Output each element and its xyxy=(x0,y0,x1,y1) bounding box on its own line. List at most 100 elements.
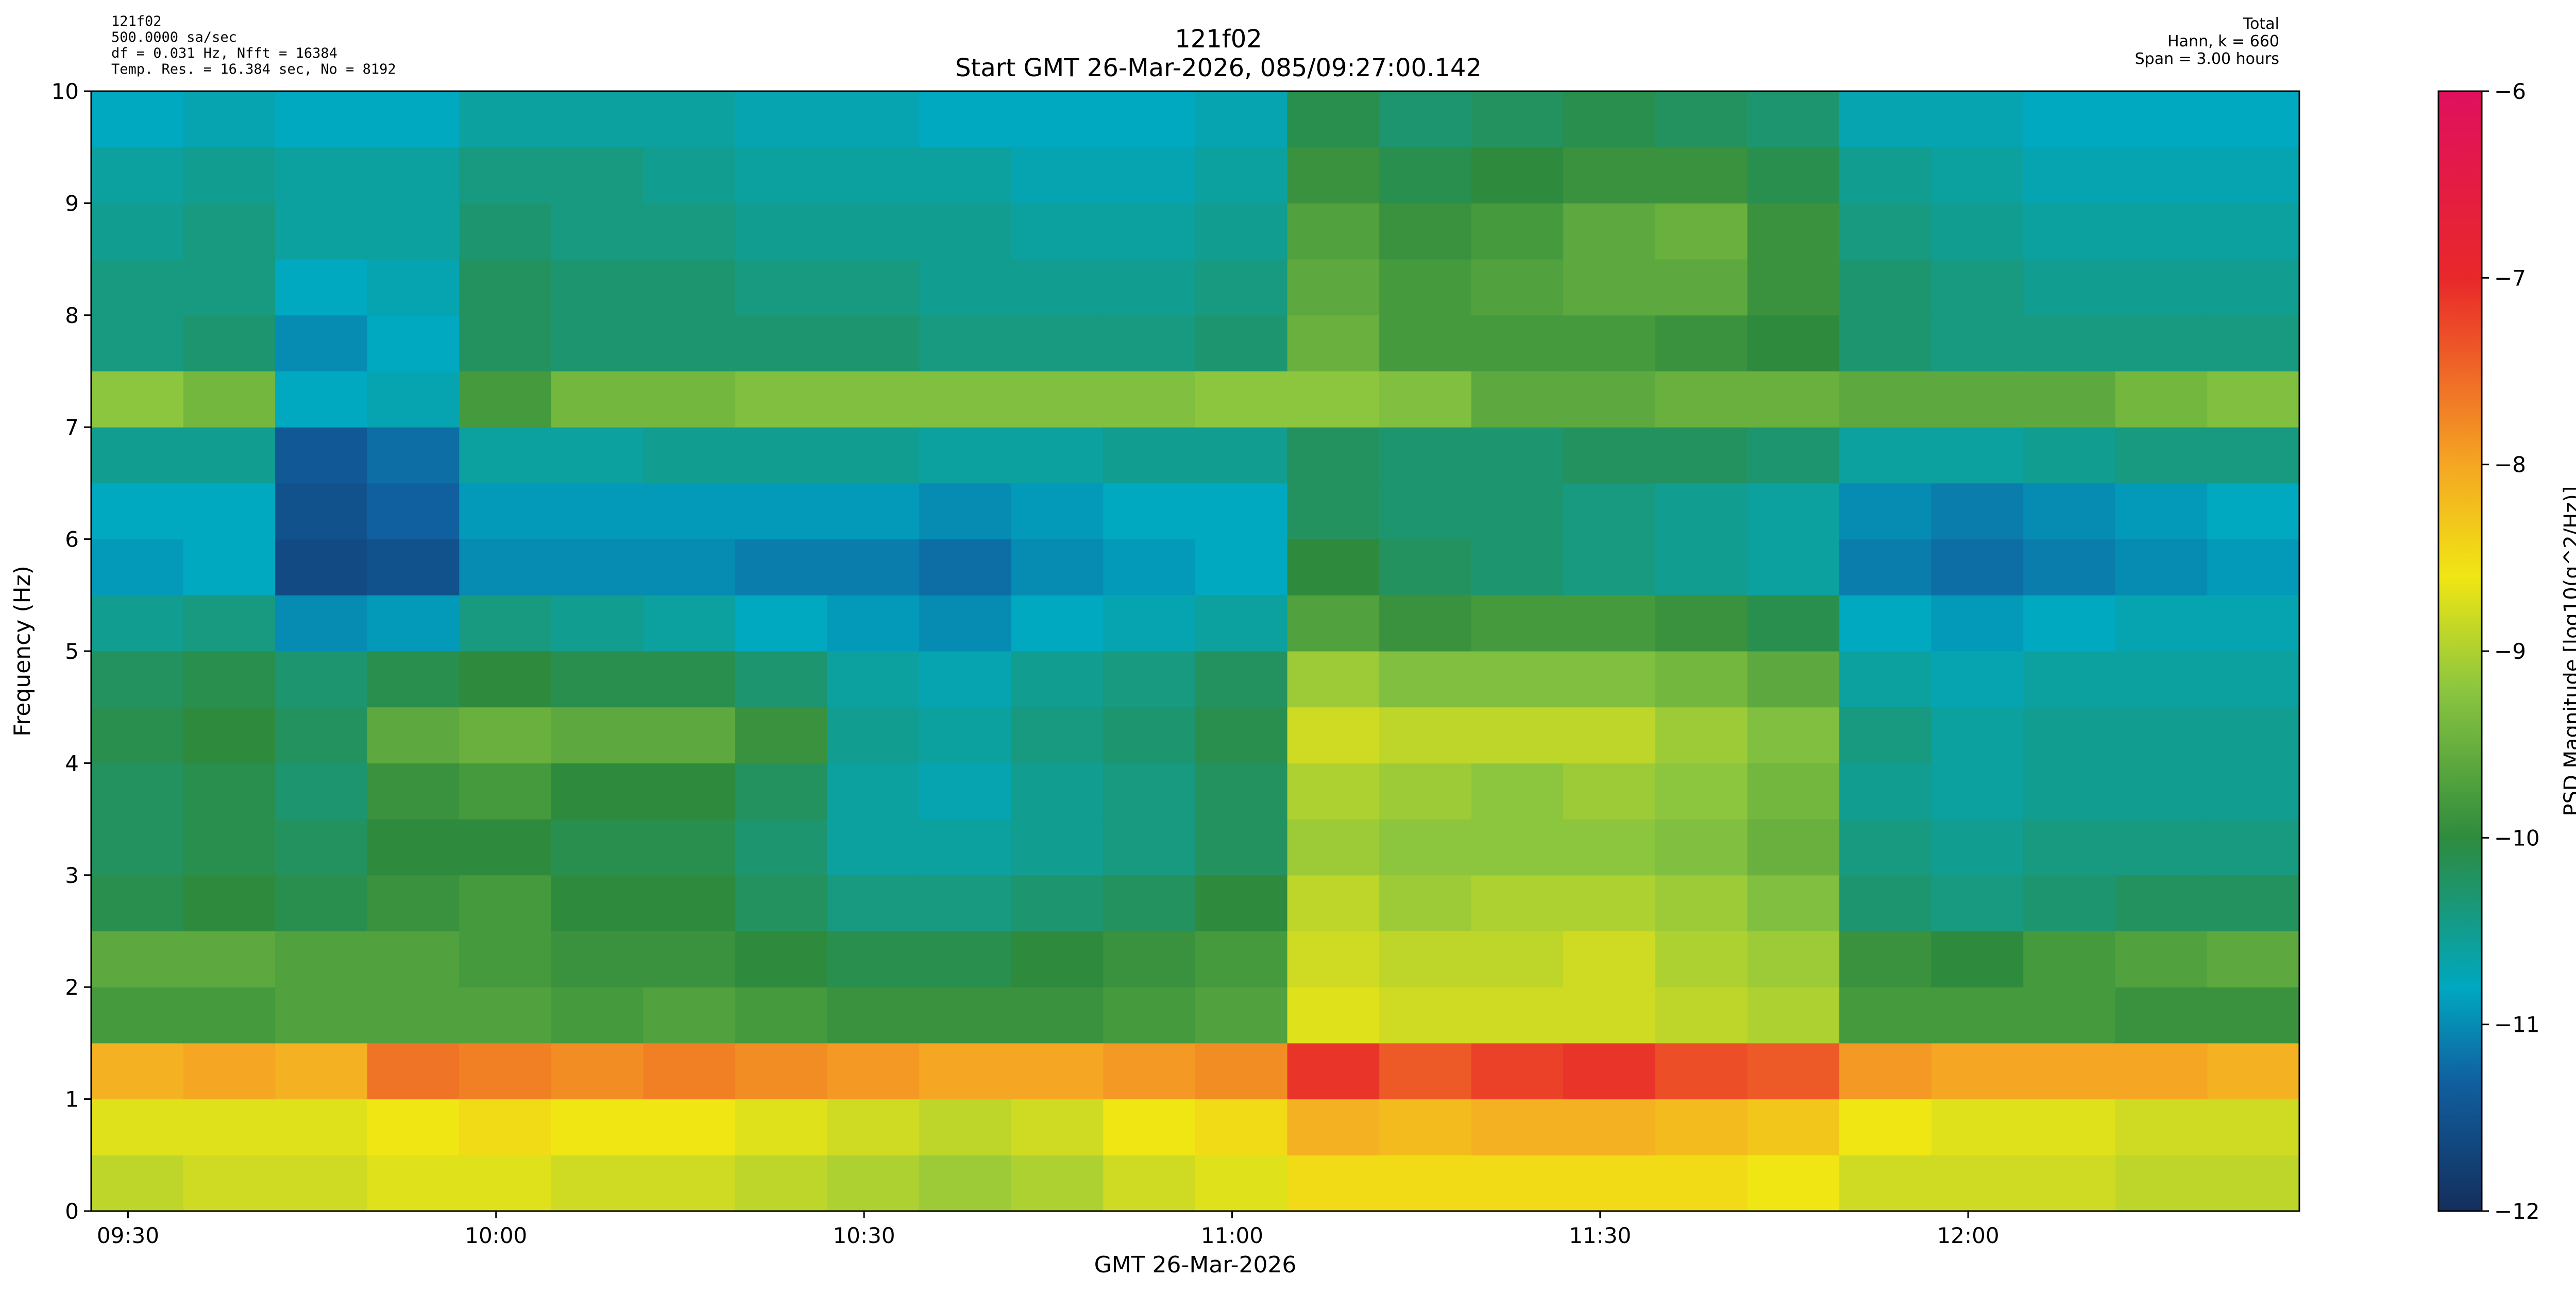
heatmap-cell xyxy=(1287,315,1380,371)
heatmap-cell xyxy=(1195,91,1288,148)
heatmap-cell xyxy=(275,1099,368,1155)
heatmap-cell xyxy=(643,371,736,428)
heatmap-cell xyxy=(735,1043,828,1100)
heatmap-cell xyxy=(275,931,368,987)
heatmap-cell xyxy=(183,875,276,931)
heatmap-cell xyxy=(2115,819,2208,876)
heatmap-cell xyxy=(183,651,276,708)
heatmap-cell xyxy=(91,203,184,260)
heatmap-cell xyxy=(2115,651,2208,708)
heatmap-cell xyxy=(551,1043,643,1100)
heatmap-cell xyxy=(1103,875,1196,931)
heatmap-cell xyxy=(827,819,920,876)
y-tick-label: 8 xyxy=(65,303,79,328)
heatmap-cell xyxy=(1471,763,1564,820)
y-tick-label: 7 xyxy=(65,415,79,440)
x-tick-label: 10:00 xyxy=(465,1223,527,1248)
heatmap-cell xyxy=(2115,203,2208,260)
heatmap-cell xyxy=(1747,595,1840,652)
heatmap-cell xyxy=(1471,371,1564,428)
heatmap-cell xyxy=(275,427,368,484)
heatmap-cell xyxy=(1931,259,2024,316)
heatmap-cell xyxy=(2023,763,2116,820)
heatmap-cell xyxy=(2207,651,2300,708)
heatmap-cell xyxy=(1655,371,1748,428)
heatmap-cell xyxy=(2115,707,2208,763)
heatmap-cell xyxy=(275,371,368,428)
heatmap-cell xyxy=(643,1099,736,1155)
heatmap-cell xyxy=(1747,931,1840,987)
heatmap-cell xyxy=(1747,651,1840,708)
heatmap-cell xyxy=(827,763,920,820)
heatmap-cell xyxy=(1747,259,1840,316)
heatmap-cell xyxy=(643,203,736,260)
heatmap-cell xyxy=(1655,987,1748,1044)
heatmap-cell xyxy=(551,707,643,763)
heatmap-cell xyxy=(2023,371,2116,428)
heatmap-cell xyxy=(1011,203,1104,260)
heatmap-cell xyxy=(1839,315,1932,371)
heatmap-cell xyxy=(183,763,276,820)
heatmap-cell xyxy=(2115,1099,2208,1155)
heatmap-cell xyxy=(1103,1043,1196,1100)
heatmap-cell xyxy=(1563,1099,1656,1155)
heatmap-cell xyxy=(1287,371,1380,428)
heatmap-cell xyxy=(1839,371,1932,428)
heatmap-cell xyxy=(1379,987,1472,1044)
heatmap-cell xyxy=(1011,875,1104,931)
heatmap-cell xyxy=(91,707,184,763)
heatmap-cell xyxy=(275,707,368,763)
heatmap-cell xyxy=(1563,483,1656,540)
heatmap-cell xyxy=(459,483,552,540)
heatmap-cell xyxy=(1839,483,1932,540)
heatmap-cell xyxy=(735,203,828,260)
heatmap-cell xyxy=(643,427,736,484)
heatmap-cell xyxy=(1839,763,1932,820)
heatmap-cell xyxy=(275,259,368,316)
heatmap-cell xyxy=(2023,595,2116,652)
x-tick-label: 09:30 xyxy=(97,1223,159,1248)
heatmap-cell xyxy=(275,651,368,708)
heatmap-cell xyxy=(551,371,643,428)
heatmap-cell xyxy=(367,819,460,876)
heatmap-cell xyxy=(1471,147,1564,203)
heatmap-cell xyxy=(275,147,368,203)
heatmap-cell xyxy=(91,987,184,1044)
heatmap-cell xyxy=(643,315,736,371)
heatmap-cell xyxy=(1011,987,1104,1044)
heatmap-cell xyxy=(2115,483,2208,540)
heatmap-cell xyxy=(91,259,184,316)
heatmap-cell xyxy=(367,259,460,316)
heatmap-cell xyxy=(459,987,552,1044)
heatmap-cell xyxy=(275,987,368,1044)
heatmap-cell xyxy=(183,483,276,540)
heatmap-cell xyxy=(1563,819,1656,876)
heatmap-cell xyxy=(919,1099,1012,1155)
heatmap-cell xyxy=(183,931,276,987)
heatmap-cell xyxy=(1287,259,1380,316)
heatmap-cell xyxy=(91,147,184,203)
heatmap-cell xyxy=(1747,987,1840,1044)
heatmap-cell xyxy=(1287,91,1380,148)
heatmap-cell xyxy=(919,539,1012,595)
heatmap-cell xyxy=(551,1155,643,1212)
heatmap-cell xyxy=(2115,763,2208,820)
heatmap-cell xyxy=(1563,707,1656,763)
heatmap-cell xyxy=(91,483,184,540)
heatmap-cell xyxy=(735,707,828,763)
heatmap-cell xyxy=(1655,427,1748,484)
heatmap-cell xyxy=(91,427,184,484)
heatmap-cell xyxy=(459,931,552,987)
heatmap-cell xyxy=(735,259,828,316)
heatmap-cell xyxy=(1563,203,1656,260)
heatmap-cell xyxy=(367,595,460,652)
heatmap-cell xyxy=(459,651,552,708)
heatmap-cell xyxy=(2207,315,2300,371)
heatmap-cell xyxy=(1103,819,1196,876)
heatmap-cell xyxy=(2023,147,2116,203)
heatmap-cell xyxy=(1379,315,1472,371)
heatmap-cell xyxy=(367,91,460,148)
heatmap-cell xyxy=(183,707,276,763)
heatmap-cell xyxy=(1655,707,1748,763)
